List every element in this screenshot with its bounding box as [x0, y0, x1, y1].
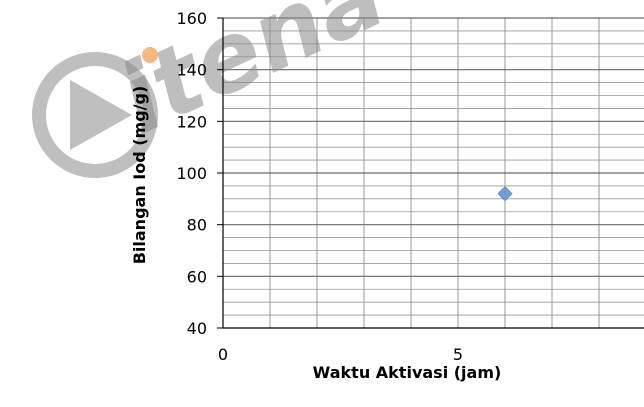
- data-point: [497, 186, 513, 202]
- x-tick-label: 5: [453, 345, 463, 364]
- play-logo-icon: [32, 52, 158, 178]
- y-tick-label: 60: [187, 267, 207, 286]
- y-tick-label: 120: [176, 112, 207, 131]
- grid: [223, 17, 644, 328]
- y-axis-title: Bilangan Iod (mg/g): [130, 86, 149, 265]
- x-axis-title: Waktu Aktivasi (jam): [313, 363, 502, 382]
- y-tick-label: 100: [176, 164, 207, 183]
- y-tick-label: 160: [176, 9, 207, 28]
- tick-labels: 40608010012014016005101520: [176, 9, 463, 364]
- y-tick-label: 140: [176, 61, 207, 80]
- watermark-dot: [142, 47, 158, 63]
- x-tick-label: 0: [218, 345, 228, 364]
- watermark: itena: [32, 0, 401, 178]
- y-tick-label: 80: [187, 216, 207, 235]
- data-points: [497, 186, 513, 202]
- y-tick-label: 40: [187, 319, 207, 338]
